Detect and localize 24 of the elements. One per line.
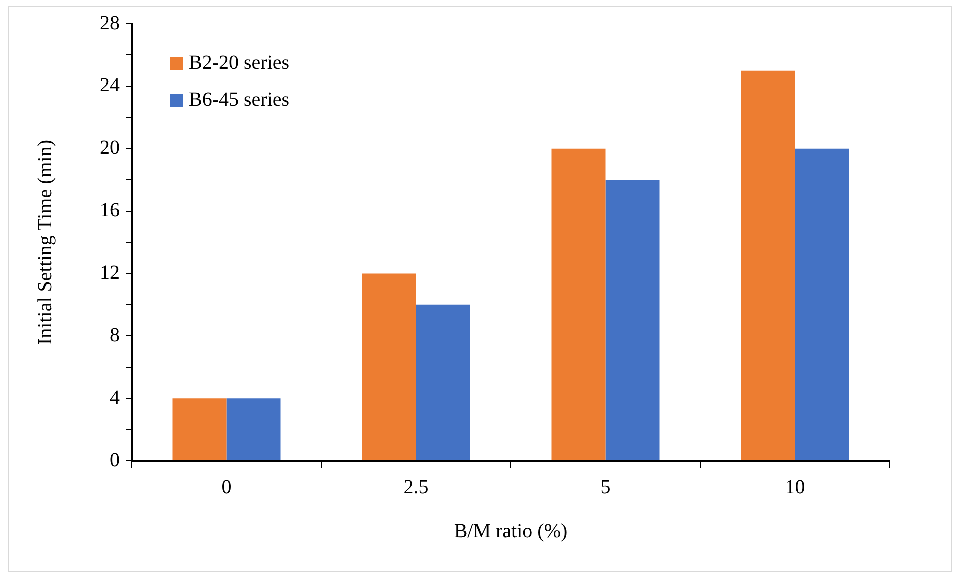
legend-label: B6-45 series: [189, 89, 290, 112]
bar: [226, 398, 281, 460]
legend-label: B2-20 series: [189, 52, 290, 75]
bar: [606, 180, 660, 460]
x-tick-label: 5: [600, 476, 611, 498]
y-tick-label: 4: [110, 386, 120, 409]
y-axis-title: Initial Setting Time (min): [34, 140, 56, 346]
x-axis-title: B/M ratio (%): [454, 520, 568, 542]
y-tick-label: 24: [100, 74, 120, 97]
y-tick-label: 28: [100, 12, 120, 34]
y-tick-label: 0: [110, 449, 120, 472]
x-tick-label: 2.5: [404, 476, 429, 498]
y-tick-label: 12: [100, 262, 120, 284]
bar: [552, 148, 606, 460]
y-tick-label: 8: [110, 324, 120, 346]
bar: [795, 148, 850, 460]
y-tick-label: 20: [100, 137, 120, 160]
x-tick-label: 0: [222, 476, 232, 498]
bar: [416, 304, 470, 460]
bar: [172, 398, 227, 460]
bar: [362, 274, 416, 460]
y-tick-label: 16: [100, 200, 120, 222]
x-tick-label: 10: [785, 476, 806, 498]
bar: [741, 70, 796, 460]
